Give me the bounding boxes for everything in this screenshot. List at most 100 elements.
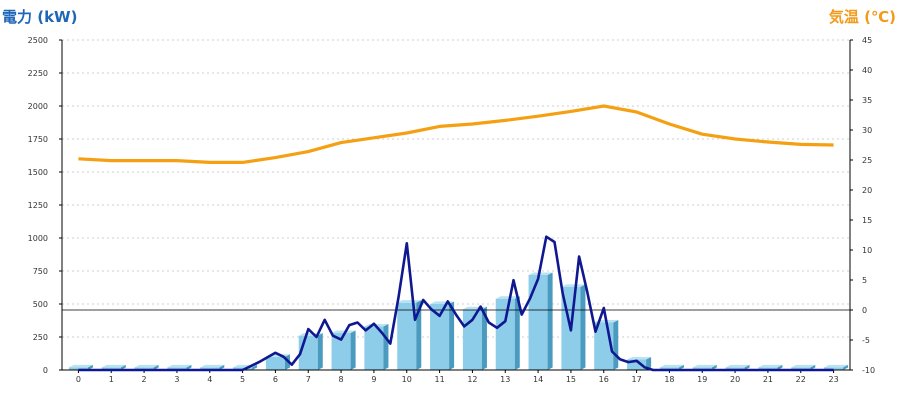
bar-top — [692, 364, 717, 368]
right-tick-label: 0 — [862, 306, 867, 315]
bar — [528, 272, 553, 370]
bar-top — [659, 364, 684, 368]
left-tick-label: 2500 — [28, 36, 48, 45]
x-tick-label: 22 — [796, 375, 806, 384]
bar-side — [416, 300, 422, 370]
bar-top — [561, 284, 586, 287]
bar-front — [824, 367, 844, 370]
power-bars — [68, 272, 849, 370]
bar-top — [101, 364, 126, 368]
x-tick-label: 0 — [76, 375, 81, 384]
bar-side — [383, 323, 389, 370]
bar-top — [824, 364, 849, 368]
left-tick-label: 1500 — [28, 168, 48, 177]
bar — [495, 296, 520, 370]
x-tick-label: 13 — [500, 375, 510, 384]
right-axis-title: 気温 (℃) — [829, 8, 896, 26]
bar — [397, 300, 422, 370]
bar-top — [397, 300, 422, 303]
x-tick-label: 19 — [697, 375, 707, 384]
series-lines — [78, 104, 834, 372]
bar-side — [481, 306, 487, 370]
left-tick-label: 750 — [33, 267, 48, 276]
right-tick-label: 35 — [862, 96, 872, 105]
bar-top — [68, 364, 93, 368]
temperature-line — [78, 104, 834, 164]
x-tick-label: 6 — [273, 375, 278, 384]
x-tick-label: 5 — [240, 375, 245, 384]
bar-front — [430, 304, 450, 370]
bar-side — [350, 330, 356, 370]
x-tick-label: 23 — [828, 375, 838, 384]
x-tick-label: 8 — [339, 375, 344, 384]
bar-top — [331, 330, 356, 334]
bar-top — [758, 364, 783, 368]
bar-front — [659, 367, 679, 370]
bar-side — [580, 284, 586, 370]
x-tick-label: 4 — [207, 375, 212, 384]
bar-front — [134, 367, 154, 370]
left-tick-label: 2250 — [28, 69, 48, 78]
right-tick-label: -10 — [862, 366, 875, 375]
bar-side — [252, 364, 258, 370]
left-tick-label: 1000 — [28, 234, 48, 243]
bar — [364, 323, 389, 370]
x-tick-label: 14 — [533, 375, 543, 384]
left-tick-label: 0 — [43, 366, 48, 375]
bar-side — [317, 333, 323, 370]
tick-labels: 02505007501000125015001750200022502500-1… — [28, 36, 875, 384]
right-tick-label: 15 — [862, 216, 872, 225]
bar-front — [167, 367, 187, 370]
right-tick-label: 20 — [862, 186, 872, 195]
x-tick-label: 12 — [467, 375, 477, 384]
right-tick-label: 45 — [862, 36, 872, 45]
bar-top — [495, 296, 520, 299]
bar-front — [758, 367, 778, 370]
x-tick-label: 9 — [371, 375, 376, 384]
x-tick-label: 18 — [664, 375, 674, 384]
bar-top — [200, 364, 225, 368]
x-tick-label: 17 — [631, 375, 641, 384]
bar-front — [791, 367, 811, 370]
left-tick-label: 1750 — [28, 135, 48, 144]
right-tick-label: 25 — [862, 156, 872, 165]
bar-top — [167, 364, 192, 368]
bar-front — [725, 367, 745, 370]
bar-top — [627, 356, 652, 360]
grid — [62, 39, 850, 338]
x-tick-label: 1 — [109, 375, 114, 384]
bar-front — [101, 367, 121, 370]
right-tick-label: -5 — [862, 336, 870, 345]
x-tick-label: 16 — [599, 375, 609, 384]
bar-front — [331, 333, 351, 370]
bar — [298, 333, 323, 370]
left-tick-label: 1250 — [28, 201, 48, 210]
x-tick-label: 7 — [306, 375, 311, 384]
axes — [59, 39, 853, 373]
bar-front — [364, 326, 384, 370]
right-tick-label: 5 — [862, 276, 867, 285]
bar-side — [843, 364, 849, 370]
right-tick-label: 10 — [862, 246, 872, 255]
bar-top — [791, 364, 816, 368]
bar-front — [692, 367, 712, 370]
left-tick-label: 500 — [33, 300, 48, 309]
power-line — [78, 235, 834, 372]
x-tick-label: 2 — [142, 375, 147, 384]
bar-front — [528, 274, 548, 370]
bar-front — [68, 367, 88, 370]
left-axis-title: 電力 (kW) — [2, 8, 77, 26]
bar-side — [547, 272, 553, 370]
bar-top — [725, 364, 750, 368]
bar-top — [528, 272, 553, 275]
bar — [331, 330, 356, 370]
x-tick-label: 20 — [730, 375, 740, 384]
bar-front — [200, 367, 220, 370]
bar — [627, 356, 652, 370]
bar-side — [646, 356, 652, 370]
bar — [824, 364, 849, 370]
bar-front — [265, 356, 285, 370]
bar-top — [134, 364, 159, 368]
right-tick-label: 30 — [862, 126, 872, 135]
